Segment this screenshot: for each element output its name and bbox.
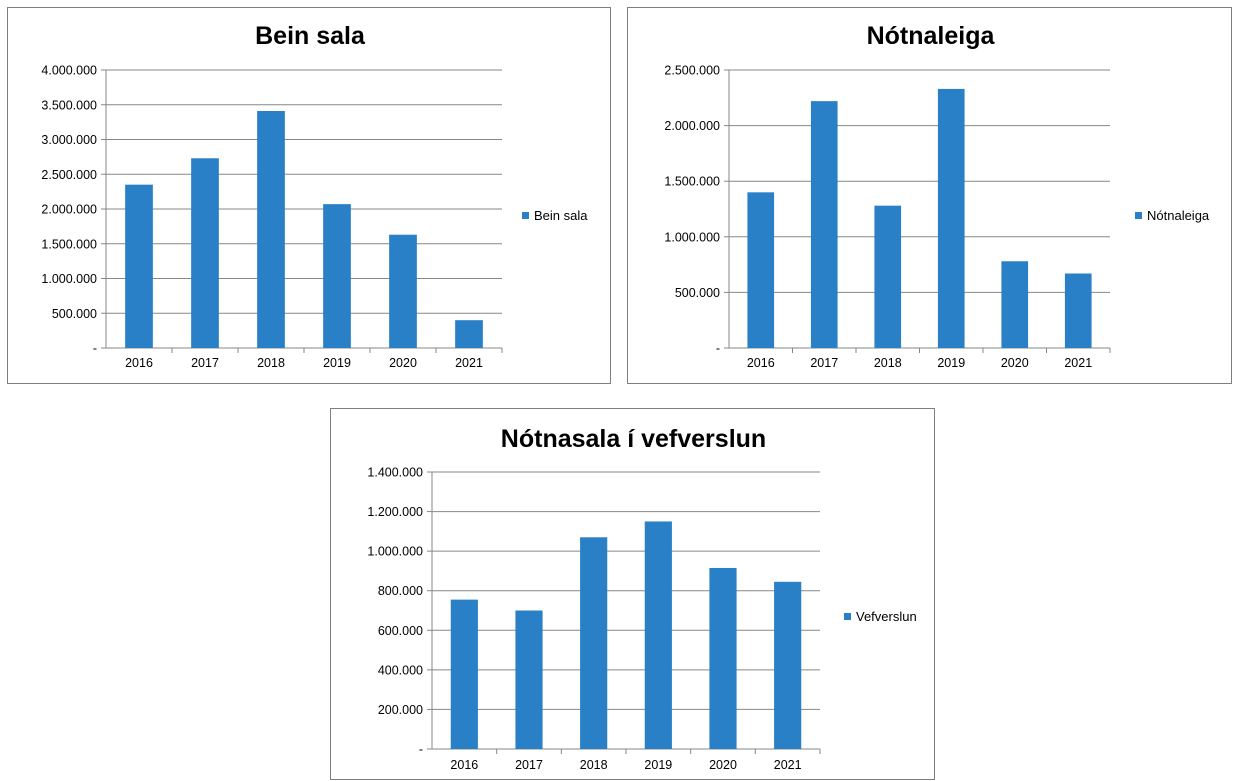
legend-label: Vefverslun xyxy=(856,609,917,624)
bar xyxy=(455,320,483,348)
x-tick-label: 2017 xyxy=(191,356,219,370)
chart-svg: Bein sala - 500.000 1.000.000 1.500.000 2.000… xyxy=(41,22,588,370)
legend-swatch xyxy=(522,212,529,219)
y-tick-label: - xyxy=(419,743,423,757)
y-tick-label: 1.400.000 xyxy=(367,466,423,480)
x-tick-label: 2021 xyxy=(774,758,802,772)
bar xyxy=(450,599,478,749)
chart-title: Nótnasala í vefverslun xyxy=(501,425,766,453)
y-tick-label: 1.000.000 xyxy=(41,272,97,286)
bar xyxy=(644,521,672,749)
legend-swatch xyxy=(1135,212,1142,219)
x-tick-label: 2018 xyxy=(580,758,608,772)
x-tick-label: 2019 xyxy=(937,356,965,370)
bar xyxy=(389,234,417,348)
x-tick-label: 2018 xyxy=(874,356,902,370)
y-tick-label: 2.000.000 xyxy=(41,203,97,217)
bar xyxy=(125,184,153,348)
bar xyxy=(257,111,285,348)
x-tick-label: 2018 xyxy=(257,356,285,370)
legend-label: Bein sala xyxy=(534,208,588,223)
y-tick-label: 1.500.000 xyxy=(41,237,97,251)
chart-notnasala-vefverslun: Nótnasala í vefverslun - 200.000 400.000 600… xyxy=(330,408,935,780)
y-tick-label: 2.500.000 xyxy=(41,168,97,182)
x-tick-label: 2020 xyxy=(1001,356,1029,370)
bar xyxy=(810,101,838,348)
chart-svg: Nótnaleiga - 500.000 1.000.000 1.500.000 2.00… xyxy=(664,22,1210,370)
chart-bein-sala: Bein sala - 500.000 1.000.000 1.500.000 2.000… xyxy=(7,7,611,384)
x-tick-label: 2016 xyxy=(747,356,775,370)
x-tick-label: 2021 xyxy=(1064,356,1092,370)
y-tick-label: 800.000 xyxy=(378,584,423,598)
bar xyxy=(937,88,965,349)
x-tick-label: 2017 xyxy=(515,758,543,772)
y-tick-label: 1.000.000 xyxy=(367,545,423,559)
x-tick-label: 2019 xyxy=(644,758,672,772)
y-tick-label: 600.000 xyxy=(378,624,423,638)
x-tick-label: 2017 xyxy=(810,356,838,370)
bar xyxy=(874,205,902,348)
y-tick-label: - xyxy=(93,342,97,356)
y-tick-label: 3.000.000 xyxy=(41,133,97,147)
y-tick-label: 200.000 xyxy=(378,703,423,717)
x-tick-label: 2016 xyxy=(450,758,478,772)
y-tick-label: 1.000.000 xyxy=(664,230,720,244)
chart-svg: Nótnasala í vefverslun - 200.000 400.000 600… xyxy=(367,425,917,772)
chart-title: Nótnaleiga xyxy=(867,22,996,50)
x-tick-label: 2019 xyxy=(323,356,351,370)
bar xyxy=(515,610,543,749)
x-tick-label: 2016 xyxy=(125,356,153,370)
y-tick-label: 2.500.000 xyxy=(664,64,720,78)
bar xyxy=(580,537,608,749)
bar xyxy=(747,192,775,348)
y-tick-label: 2.000.000 xyxy=(664,119,720,133)
y-tick-label: 4.000.000 xyxy=(41,64,97,78)
y-tick-label: 400.000 xyxy=(378,663,423,677)
y-tick-label: - xyxy=(716,342,720,356)
chart-title: Bein sala xyxy=(255,22,366,50)
y-tick-label: 500.000 xyxy=(52,307,97,321)
bar xyxy=(323,204,351,348)
bar xyxy=(191,158,219,348)
bar xyxy=(1064,273,1092,348)
y-tick-label: 1.500.000 xyxy=(664,175,720,189)
y-tick-label: 3.500.000 xyxy=(41,98,97,112)
legend-label: Nótnaleiga xyxy=(1147,208,1210,223)
x-tick-label: 2021 xyxy=(455,356,483,370)
legend-swatch xyxy=(844,613,851,620)
x-tick-label: 2020 xyxy=(389,356,417,370)
bar xyxy=(774,581,802,749)
bar xyxy=(709,567,737,749)
x-tick-label: 2020 xyxy=(709,758,737,772)
bar xyxy=(1001,261,1029,348)
y-tick-label: 500.000 xyxy=(675,286,720,300)
y-tick-label: 1.200.000 xyxy=(367,505,423,519)
chart-notnaleiga: Nótnaleiga - 500.000 1.000.000 1.500.000 2.00… xyxy=(627,7,1232,384)
